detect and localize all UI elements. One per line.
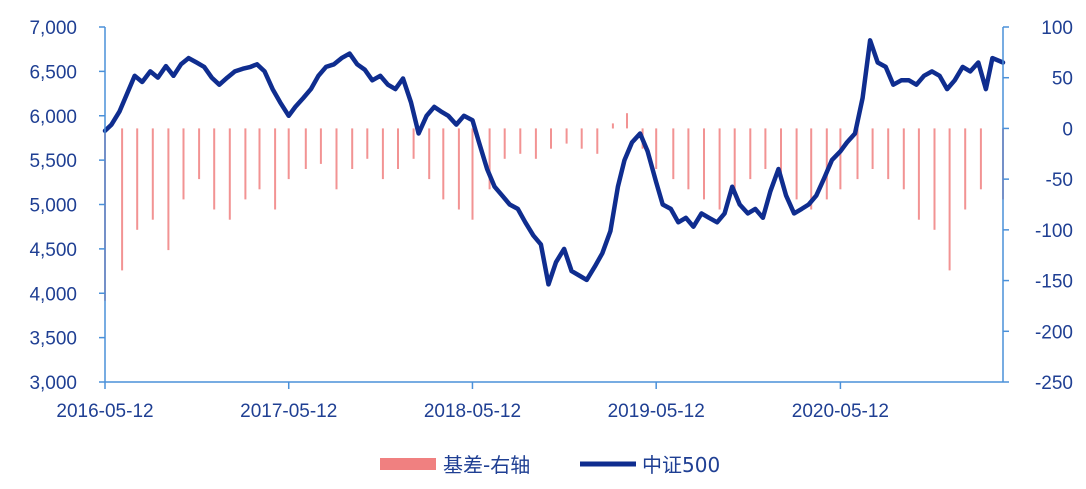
basis-bar [948, 128, 951, 271]
left-tick-label: 5,500 [29, 151, 77, 172]
basis-bar [287, 128, 290, 180]
basis-bar [198, 128, 201, 180]
left-tick-label: 5,000 [29, 196, 77, 217]
basis-bar [933, 128, 936, 230]
basis-bar [182, 128, 185, 200]
basis-bar [733, 128, 736, 190]
basis-bar [580, 128, 583, 149]
legend: 基差-右轴 中证500 [380, 453, 720, 477]
right-tick-label: -250 [1035, 373, 1073, 394]
basis-bar [228, 128, 231, 220]
basis-bar [917, 128, 920, 220]
legend-bar-swatch [380, 458, 436, 470]
basis-bar [335, 128, 338, 190]
left-tick-label: 3,500 [29, 329, 77, 350]
basis-bar [136, 128, 139, 230]
right-tick-label: -200 [1035, 322, 1073, 343]
right-tick-label: -50 [1046, 170, 1073, 191]
basis-bar [795, 128, 798, 200]
basis-bar [519, 128, 522, 154]
basis-bar [213, 128, 216, 210]
right-tick-label: 50 [1052, 69, 1073, 90]
basis-bar [397, 128, 399, 169]
x-tick-label: 2018-05-12 [424, 401, 521, 422]
basis-bar [274, 128, 277, 210]
index-line [102, 38, 1006, 287]
right-tick-label: 0 [1062, 119, 1073, 140]
basis-bar [550, 128, 552, 149]
basis-bar [244, 128, 247, 200]
index-line-layer [102, 38, 1006, 287]
basis-bar [596, 128, 599, 154]
basis-bar [780, 128, 782, 174]
left-tick-label: 7,000 [29, 18, 77, 39]
legend-bar-label: 基差-右轴 [443, 453, 530, 477]
basis-bar [687, 128, 690, 190]
basis-bar [304, 128, 307, 169]
x-tick-label: 2017-05-12 [240, 401, 337, 422]
basis-bar [381, 128, 384, 180]
basis-bar [366, 128, 369, 159]
basis-bar [655, 128, 658, 169]
right-tick-label: 100 [1041, 18, 1073, 39]
left-tick-label: 4,500 [29, 240, 77, 261]
basis-bar [856, 128, 859, 180]
basis-bar [825, 128, 828, 200]
left-tick-label: 4,000 [29, 284, 77, 305]
basis-bar [611, 123, 614, 129]
basis-bar [871, 128, 874, 169]
axes: 3,000 3,500 4,000 4,500 5,000 5,500 6,000 6,500… [29, 18, 1073, 422]
basis-bar [964, 128, 967, 210]
basis-bars [104, 113, 1004, 301]
basis-bar [839, 128, 842, 190]
basis-bar [167, 128, 170, 251]
right-tick-label: -100 [1035, 221, 1073, 242]
basis-bar [764, 128, 767, 169]
basis-bar [672, 128, 675, 180]
basis-bar [258, 128, 261, 190]
basis-bar [810, 128, 813, 210]
basis-bar [503, 128, 506, 159]
basis-bar [488, 128, 491, 190]
left-tick-label: 6,000 [29, 107, 77, 128]
basis-bar [626, 113, 628, 129]
legend-line-label: 中证500 [642, 453, 720, 477]
basis-bar [902, 128, 905, 190]
basis-bar [887, 128, 890, 180]
x-tick-label: 2019-05-12 [608, 401, 705, 422]
basis-bar [121, 128, 124, 271]
basis-bar [534, 128, 537, 159]
x-tick-label: 2020-05-12 [792, 401, 889, 422]
basis-bar [718, 128, 721, 210]
basis-bar [565, 128, 568, 144]
right-tick-label: -150 [1035, 272, 1073, 293]
basis-bar [979, 128, 982, 190]
basis-bar [703, 128, 705, 200]
basis-bar [471, 128, 474, 220]
basis-bar [319, 128, 322, 164]
basis-bar [351, 128, 354, 169]
basis-bar [428, 128, 431, 180]
basis-bar [442, 128, 445, 200]
left-tick-label: 6,500 [29, 62, 77, 83]
x-tick-label: 2016-05-12 [56, 401, 153, 422]
basis-bar [457, 128, 460, 210]
basis-bar [412, 128, 415, 159]
basis-bar [151, 128, 154, 220]
left-tick-label: 3,000 [29, 373, 77, 394]
basis-bar [749, 128, 752, 180]
